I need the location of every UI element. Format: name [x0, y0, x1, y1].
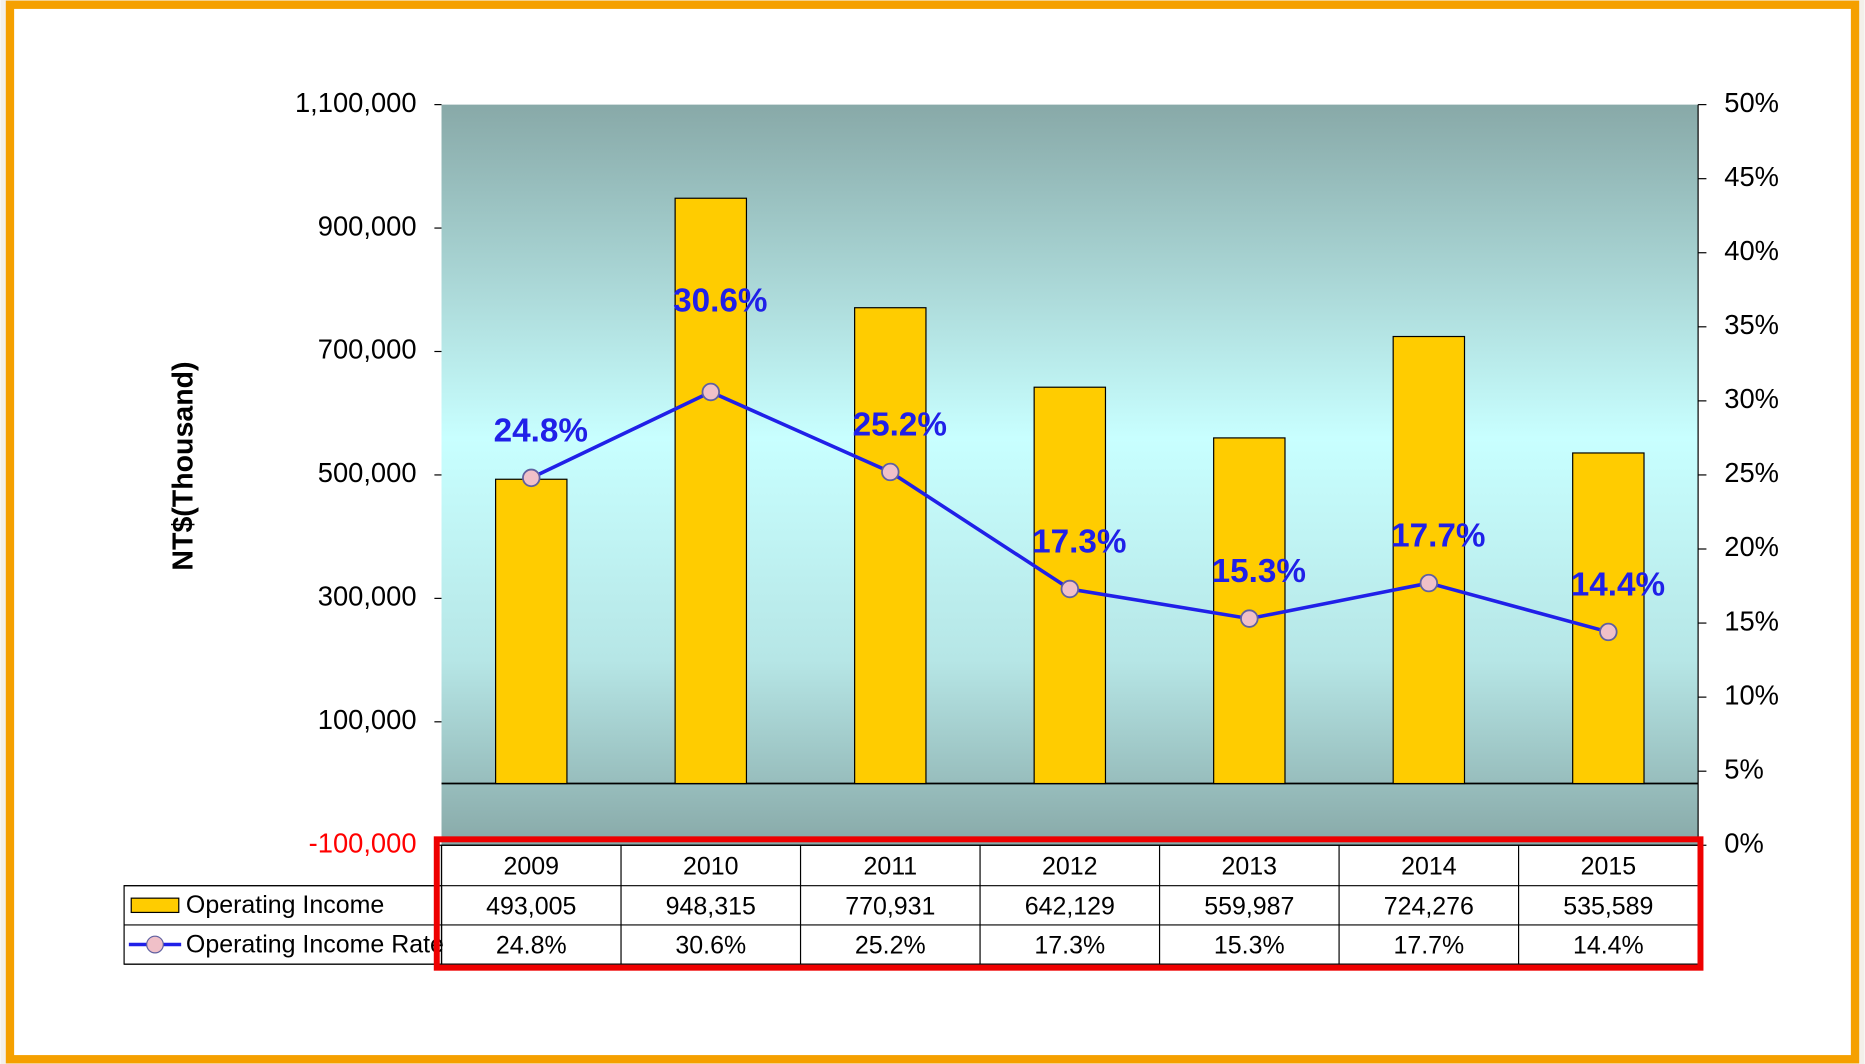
y-tick-label: 300,000	[318, 581, 417, 612]
x-tick-label: 2009	[504, 852, 560, 880]
y2-tick-label: 15%	[1724, 605, 1779, 636]
bar	[1392, 335, 1466, 785]
legend-label: Operating Income Rate	[186, 930, 444, 958]
bar	[674, 197, 748, 785]
y2-tick-label: 50%	[1724, 87, 1779, 118]
data-label: 25.2%	[853, 407, 947, 444]
table-value: 770,931	[845, 892, 935, 920]
y2-tick-label: 45%	[1724, 161, 1779, 192]
x-tick-label: 2014	[1401, 852, 1457, 880]
y-axis-title: NT$(Thousand)	[167, 361, 199, 570]
legend-key-marker	[146, 935, 164, 954]
y-tick-label: -100,000	[309, 827, 417, 858]
x-tick-label: 2013	[1222, 852, 1278, 880]
legend-key	[130, 897, 180, 914]
table-value: 17.3%	[1034, 931, 1105, 959]
y-tick-label: 700,000	[318, 334, 417, 365]
y-tick-label: 100,000	[318, 704, 417, 735]
table-value: 25.2%	[855, 931, 926, 959]
table-value: 642,129	[1025, 892, 1115, 920]
y2-tick-label: 0%	[1724, 827, 1764, 858]
x-tick-label: 2011	[863, 852, 917, 880]
table-value: 948,315	[666, 892, 756, 920]
line-point	[701, 382, 720, 402]
y2-tick-label: 5%	[1724, 753, 1764, 784]
line-point	[1599, 622, 1618, 642]
table-value: 535,589	[1563, 892, 1653, 920]
x-tick-label: 2015	[1581, 852, 1637, 880]
table-value: 30.6%	[675, 931, 746, 959]
table-value: 493,005	[486, 892, 576, 920]
legend-label: Operating Income	[186, 891, 384, 919]
y-tick-label: 1,100,000	[295, 87, 417, 118]
data-label: 24.8%	[494, 413, 588, 450]
bar	[1572, 452, 1645, 785]
line-point	[1060, 579, 1080, 599]
table-value: 724,276	[1384, 892, 1474, 920]
table-highlight	[433, 836, 1704, 971]
data-label: 30.6%	[673, 283, 767, 320]
y2-tick-label: 35%	[1724, 309, 1779, 340]
table-value: 24.8%	[496, 931, 567, 959]
table-value: 15.3%	[1214, 931, 1285, 959]
table-value: 14.4%	[1573, 931, 1644, 959]
y-tick-label: 500,000	[318, 457, 417, 488]
y2-tick-label: 20%	[1724, 531, 1779, 562]
data-label: 15.3%	[1212, 553, 1306, 590]
data-label: 14.4%	[1571, 567, 1665, 604]
line-point	[881, 462, 900, 482]
data-label: 17.3%	[1032, 524, 1126, 561]
y2-tick-label: 40%	[1724, 235, 1779, 266]
y2-tick-label: 30%	[1724, 383, 1779, 414]
chart-layer: -100,000 100,000 300,000 500,000 700,000 900,…	[123, 87, 1779, 971]
y2-tick-label: 10%	[1724, 679, 1779, 710]
bar	[854, 307, 927, 785]
x-tick-label: 2010	[683, 852, 739, 880]
y2-tick-label: 25%	[1724, 457, 1779, 488]
bar	[495, 478, 568, 785]
line-point	[522, 468, 541, 488]
x-tick-label: 2012	[1042, 852, 1098, 880]
data-label: 17.7%	[1391, 518, 1485, 555]
line-point	[1240, 609, 1259, 628]
table-value: 559,987	[1204, 892, 1294, 920]
line-point	[1419, 573, 1439, 593]
table-value: 17.7%	[1393, 931, 1464, 959]
y-tick-label: 900,000	[318, 210, 417, 241]
